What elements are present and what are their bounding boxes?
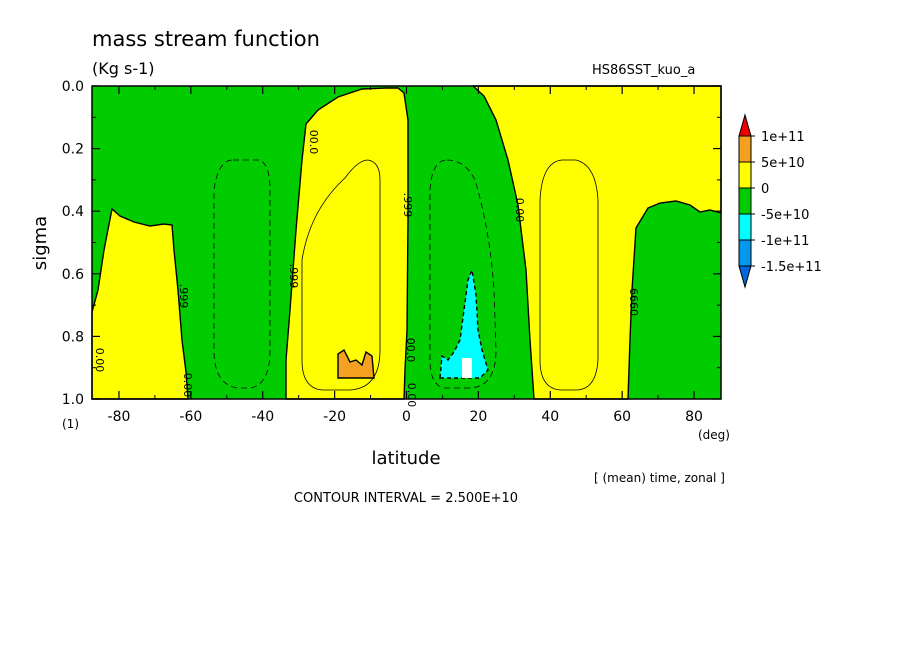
- x-tick-label: 60: [613, 409, 631, 425]
- contours: [213, 159, 599, 391]
- colorbar-top-arrow: [738, 113, 752, 137]
- x-tick-label: 0: [402, 409, 411, 425]
- sh-hadley-cell-region: [285, 87, 409, 400]
- colorbar-label: 0: [761, 182, 769, 197]
- colorbar-label: 1e+11: [761, 130, 805, 145]
- contour-label: 0.00: [93, 348, 106, 373]
- x-tick-label: -40: [251, 409, 274, 425]
- nh-ferrel-cell-region: [471, 85, 722, 400]
- colorbar-label: -5e+10: [761, 208, 809, 223]
- colorbar-label: -1e+11: [761, 234, 809, 249]
- positive-max-band: [337, 348, 375, 379]
- negative-min-band: [439, 267, 489, 379]
- contour-label: .999: [287, 264, 300, 289]
- chart-title: mass stream function: [92, 27, 320, 51]
- x-tick-label: -20: [323, 409, 346, 425]
- colorbar-segment: [738, 187, 752, 215]
- plot-area: 0.00 0.00 .999 .999 00.0 .999 00.0 0.00 6660 0.00: [91, 85, 722, 408]
- contour-label: 0.00: [181, 373, 194, 398]
- colorbar: 1e+11 5e+10 0 -5e+10 -1e+11 -1.5e+11: [738, 113, 822, 289]
- sh-hadley-contour: [301, 159, 381, 391]
- colorbar-bottom-arrow: [738, 265, 752, 289]
- y-tick-label: 0.6: [62, 267, 84, 283]
- colorbar-label: -1.5e+11: [761, 260, 822, 275]
- contour-label: 6660: [627, 288, 640, 316]
- y-tick-label: 0.8: [62, 329, 84, 345]
- colorbar-segment: [738, 135, 752, 163]
- x-tick-label: 80: [685, 409, 703, 425]
- contour-label: 00.0: [404, 338, 417, 363]
- colorbar-segment: [738, 213, 752, 241]
- x-tick-label: 40: [541, 409, 559, 425]
- averaging-note: [ (mean) time, zonal ]: [594, 471, 725, 485]
- contour-label: .999: [401, 193, 414, 218]
- y-axis: 0.0 0.2 0.4 0.6 0.8 1.0: [62, 79, 721, 408]
- run-name-label: HS86SST_kuo_a: [592, 63, 695, 78]
- y-tick-label: 1.0: [62, 392, 84, 408]
- contour-label: 00.0: [307, 130, 320, 155]
- contour-label: 0.00: [513, 198, 526, 223]
- x-unit-label: (deg): [698, 428, 730, 442]
- y-axis-title: sigma: [30, 216, 51, 270]
- x-tick-label: -80: [108, 409, 131, 425]
- contour-label: .999: [177, 284, 190, 309]
- colorbar-segment: [738, 161, 752, 189]
- sh-ferrel-contour: [213, 159, 271, 389]
- x-axis-title: latitude: [371, 448, 440, 469]
- y-unit-label: (1): [62, 417, 79, 431]
- contour-interval-label: CONTOUR INTERVAL = 2.500E+10: [294, 491, 518, 506]
- y-tick-label: 0.2: [62, 142, 84, 158]
- x-tick-label: -60: [179, 409, 202, 425]
- units-label: (Kg s-1): [92, 59, 155, 78]
- colorbar-label: 5e+10: [761, 156, 805, 171]
- nh-hadley-contour: [429, 159, 497, 389]
- nh-ferrel-contour: [539, 159, 599, 391]
- x-axis: -80 -60 -40 -20 0 20 40 60 80: [108, 86, 703, 425]
- sh-polar-cell-region: [91, 207, 189, 400]
- negative-min-white-spot: [462, 358, 472, 378]
- colorbar-segment: [738, 239, 752, 267]
- x-tick-label: 20: [469, 409, 487, 425]
- contour-labels: 0.00 0.00 .999 .999 00.0 .999 00.0 0.00 6660 0.00: [93, 130, 640, 408]
- y-tick-label: 0.0: [62, 79, 84, 95]
- contour-label: 0.00: [405, 383, 418, 408]
- y-tick-label: 0.4: [62, 204, 84, 220]
